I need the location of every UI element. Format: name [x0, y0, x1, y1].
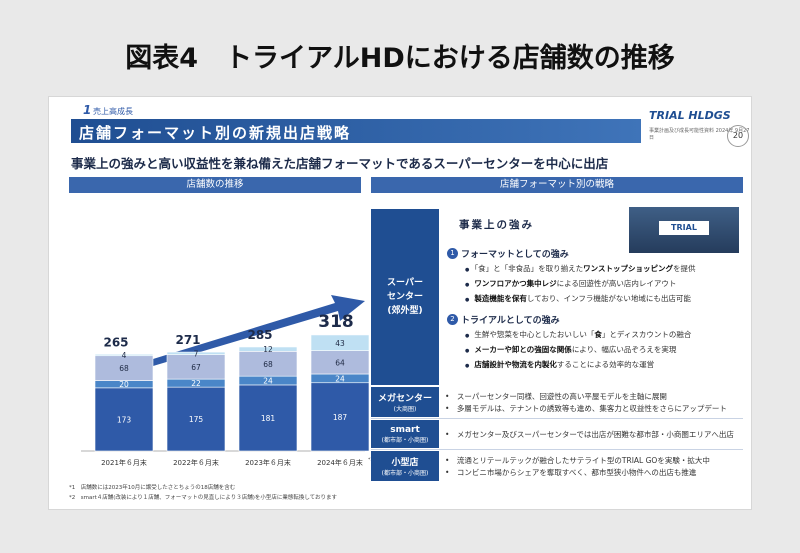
category-label: 2022年６月末: [173, 458, 219, 467]
format-name: smart: [390, 424, 420, 435]
strengths-title: 事業上の強み: [459, 219, 534, 231]
bullet-emphasis: 食: [594, 330, 602, 339]
bar-value-label: 24: [263, 377, 273, 386]
store-sign: TRIAL: [659, 221, 709, 235]
bullet-text: しており、インフラ機能がない地域にも出店可能: [526, 294, 691, 303]
bullet-text: することによる効率的な運営: [556, 360, 655, 369]
bar-value-label: 20: [119, 380, 129, 389]
point-2-bullet: ● 店舗設計や物流を内製化することによる効率的な運営: [465, 359, 654, 370]
bar-segment: [94, 353, 154, 357]
section-label: 売上高成長: [93, 107, 133, 116]
category-label: 2024年６月末: [317, 458, 363, 467]
bar-total-label: 265: [103, 335, 128, 349]
point-number-1: 1: [447, 248, 458, 259]
slide-title-bar: 店舗フォーマット別の新規出店戦略: [71, 119, 641, 143]
divider: [371, 418, 743, 419]
section-number: 1: [83, 103, 92, 117]
slide-title: 店舗フォーマット別の新規出店戦略: [79, 124, 352, 142]
bullet-text: を提供: [672, 264, 696, 273]
slide-header: 1 売上高成長 店舗フォーマット別の新規出店戦略 TRIAL HLDGS 事業計…: [49, 97, 753, 147]
category-label: 2021年６月末: [101, 458, 147, 467]
bullet-emphasis: 製造機能を保有: [474, 294, 527, 303]
growth-arrow: [140, 295, 365, 369]
bar-value-label: 43: [335, 339, 345, 348]
bullet-dot-icon: ●: [465, 363, 475, 369]
bar-total-label: 318: [318, 312, 354, 332]
bullet-text: による回遊性が高い店内レイアウト: [556, 279, 677, 288]
bullet-text: 「食」と「非食品」を取り揃えた: [474, 264, 584, 273]
divider: [371, 449, 743, 450]
point-1-bullet: ● 製造機能を保有しており、インフラ機能がない地域にも出店可能: [465, 293, 691, 304]
format-name: 小型店: [391, 458, 419, 468]
bar-value-label: 187: [333, 413, 348, 422]
supercenter-label-text: スーパー センター (郊外型): [386, 278, 423, 316]
bar-value-label: 64: [335, 358, 345, 367]
format-label-box: メガセンター (大商圏): [371, 387, 439, 417]
point-1-bullet: ● 「食」と「非食品」を取り揃えたワンストップショッピングを提供: [465, 263, 695, 274]
supercenter-label: スーパー センター (郊外型): [371, 209, 439, 385]
footnote-2: *2 smart４店舗(改装により１店舗、フォーマットの見直しにより３店舗)を小…: [69, 495, 338, 501]
bullet-text: 生鮮や惣菜を中心としたおいしい「: [474, 330, 595, 339]
bullet-emphasis: 店舗設計や物流を内製化: [474, 360, 557, 369]
bullet-text: により、幅広い品ぞろえを実現: [571, 345, 677, 354]
format-subtitle: (大商圏): [393, 406, 417, 413]
bar-total-label: 271: [175, 333, 200, 347]
slide: 1 売上高成長 店舗フォーマット別の新規出店戦略 TRIAL HLDGS 事業計…: [48, 96, 752, 510]
bar-segment: [94, 387, 154, 452]
bar-value-label: 7: [194, 349, 199, 358]
bar-segment: [310, 382, 370, 452]
bullet-dot-icon: ●: [465, 267, 475, 273]
page-title: 図表4 トライアルHDにおける店舗数の推移: [125, 43, 675, 74]
store-photo: TRIAL: [629, 207, 739, 253]
bar-value-label: 22: [191, 379, 201, 388]
store-count-chart: 173 20 68 4 265 2021年６月末 175 22 67 7 271 2022年６月末 18…: [81, 295, 378, 467]
bullet-emphasis: メーカーや卸との強固な関係: [474, 345, 572, 354]
format-detail: • コンビニ市場からシェアを奪取すべく、都市型狭小物件への出店も推進: [445, 468, 697, 477]
format-detail: • 多層モデルは、テナントの誘致等も進め、集客力と収益性をさらにアップデート: [445, 404, 727, 413]
point-2-title: トライアルとしての強み: [461, 316, 560, 326]
bullet-dot-icon: ●: [465, 348, 475, 354]
bar-segment: [310, 334, 370, 351]
format-detail: • スーパーセンター同様、回遊性の高い平屋モデルを主軸に展開: [445, 392, 667, 401]
page-number: 20: [727, 125, 749, 147]
format-detail: • メガセンター及びスーパーセンターでは出店が困難な都市部・小商圏エリアへ出店: [445, 430, 734, 439]
format-label-box: 小型店 (都市部・小商圏): [371, 451, 439, 481]
company-logo: TRIAL HLDGS: [649, 109, 731, 122]
bar-value-label: 12: [263, 345, 273, 354]
bar-total-label: 285: [247, 328, 272, 342]
bar-segment: [166, 351, 226, 355]
point-1-bullet: ● ワンフロアかつ集中レジによる回遊性が高い店内レイアウト: [465, 278, 676, 289]
bar-value-label: 67: [191, 363, 201, 372]
point-2-bullet: ● メーカーや卸との強固な関係により、幅広い品ぞろえを実現: [465, 344, 676, 355]
bullet-dot-icon: ●: [465, 297, 475, 303]
left-column-header: 店舗数の推移: [69, 177, 361, 193]
bar-value-label: 173: [117, 415, 132, 424]
format-label-box: smart (都市部・小商圏): [371, 420, 439, 448]
logo-subtitle: 事業計画及び成長可能性資料 2024年 9月27日: [649, 128, 750, 141]
format-subtitle: (都市部・小商圏): [381, 436, 429, 444]
bullet-dot-icon: ●: [465, 333, 475, 339]
bar-value-label: 68: [263, 360, 273, 369]
bar-value-label: 175: [189, 415, 204, 424]
bullet-dot-icon: ●: [465, 282, 475, 288]
point-number-2: 2: [447, 314, 458, 325]
lead-text: 事業上の強みと高い収益性を兼ね備えた店舗フォーマットであるスーパーセンターを中心…: [71, 156, 609, 171]
format-subtitle: (都市部・小商圏): [381, 470, 429, 477]
bar-value-label: 68: [119, 364, 129, 373]
bullet-emphasis: ワンフロアかつ集中レジ: [474, 279, 557, 288]
bar-segment: [166, 386, 226, 452]
bar-value-label: 24: [335, 374, 345, 383]
bar-value-label: 4: [122, 351, 127, 360]
bar-value-label: 181: [261, 414, 276, 423]
bar-segment: [238, 346, 298, 352]
footnote-1: *1 店舗数には2023年10月に譲受したさとちょうの18店舗を含む: [69, 485, 236, 491]
bullet-text: 」とディスカウントの融合: [601, 330, 692, 339]
point-1-title: フォーマットとしての強み: [461, 250, 569, 260]
category-label: 2023年６月末: [245, 458, 291, 467]
bullet-emphasis: ワンストップショッピング: [583, 264, 673, 273]
point-2-bullet: ● 生鮮や惣菜を中心としたおいしい「食」とディスカウントの融合: [465, 329, 691, 340]
right-column-header: 店舗フォーマット別の戦略: [371, 177, 743, 193]
format-name: メガセンター: [377, 394, 432, 404]
format-detail: • 流通とリテールテックが融合したサテライト型のTRIAL GOを実験・拡大中: [445, 456, 710, 465]
